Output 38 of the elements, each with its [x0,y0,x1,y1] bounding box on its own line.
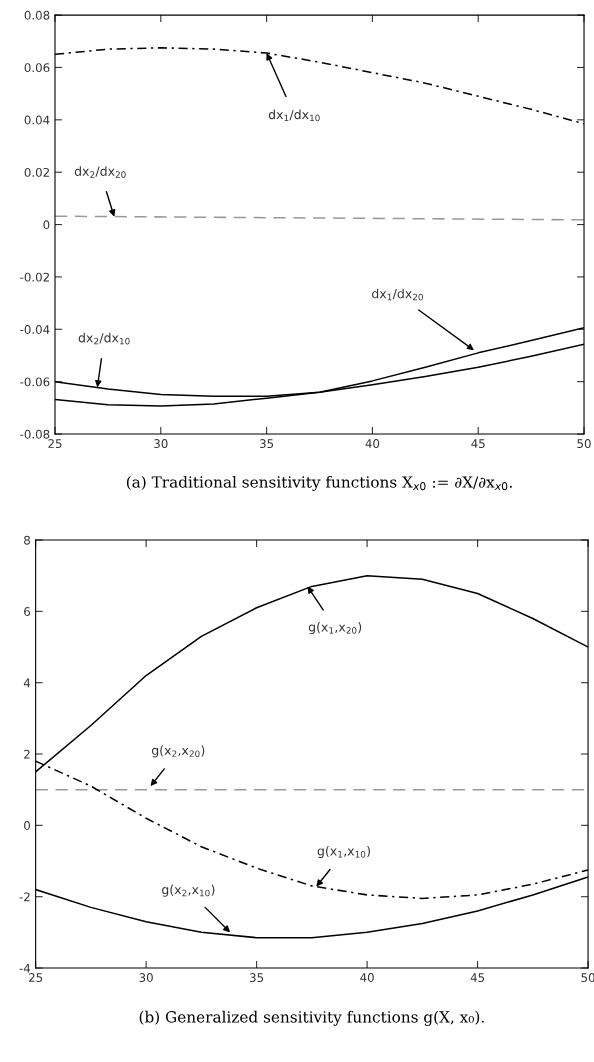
y-tick-label: -0.06 [20,377,50,387]
y-tick-label: 0 [24,821,30,830]
annotation: g(x$_{1}$,x$_{10}$) [317,845,370,858]
y-tick-label: 6 [24,607,31,617]
text: (a) Traditional sensitivity functions X$_{x0}$ := ∂X/∂x$_{x0}$. [126,475,512,491]
y-tick-label: 0.02 [24,167,49,177]
x-tick-label: 30 [154,439,168,449]
annotation: dx$_{2}$/dx$_{20}$ [74,166,126,178]
annotation: dx$_{1}$/dx$_{20}$ [372,288,423,301]
y-tick-label: 0.08 [24,10,50,20]
y-tick-label: 4 [23,678,31,688]
x-tick-label: 25 [48,439,62,449]
y-tick-label: 8 [24,535,30,545]
x-tick-label: 45 [470,973,485,983]
x-tick-label: 50 [581,973,594,983]
annotation: dx$_{2}$/dx$_{10}$ [78,332,130,345]
x-tick-label: 45 [471,439,485,449]
text: (b) Generalized sensitivity functions g(X, x₀). [139,1010,484,1026]
y-tick-label: -0.08 [20,429,50,439]
y-tick-label: -0.02 [20,272,49,282]
x-tick-label: 50 [577,439,591,449]
x-tick-label: 40 [365,439,380,449]
y-tick-label: 0.04 [24,115,50,125]
annotation: dx$_{1}$/dx$_{10}$ [268,109,320,122]
x-tick-label: 35 [260,439,274,449]
x-tick-label: 40 [360,973,374,983]
x-tick-label: 35 [250,973,264,983]
y-tick-label: -0.04 [20,325,50,334]
annotation: g(x$_{1}$,x$_{20}$) [308,622,362,635]
annotation: g(x$_{2}$,x$_{10}$) [162,884,215,897]
annotation: g(x$_{2}$,x$_{20}$) [151,745,205,758]
y-tick-label: -2 [19,892,30,902]
x-tick-label: 25 [28,973,43,983]
y-tick-label: -4 [19,963,31,973]
x-tick-label: 30 [139,973,153,983]
y-tick-label: 0.06 [24,63,50,73]
y-tick-label: 0 [43,220,50,230]
y-tick-label: 2 [24,749,30,759]
